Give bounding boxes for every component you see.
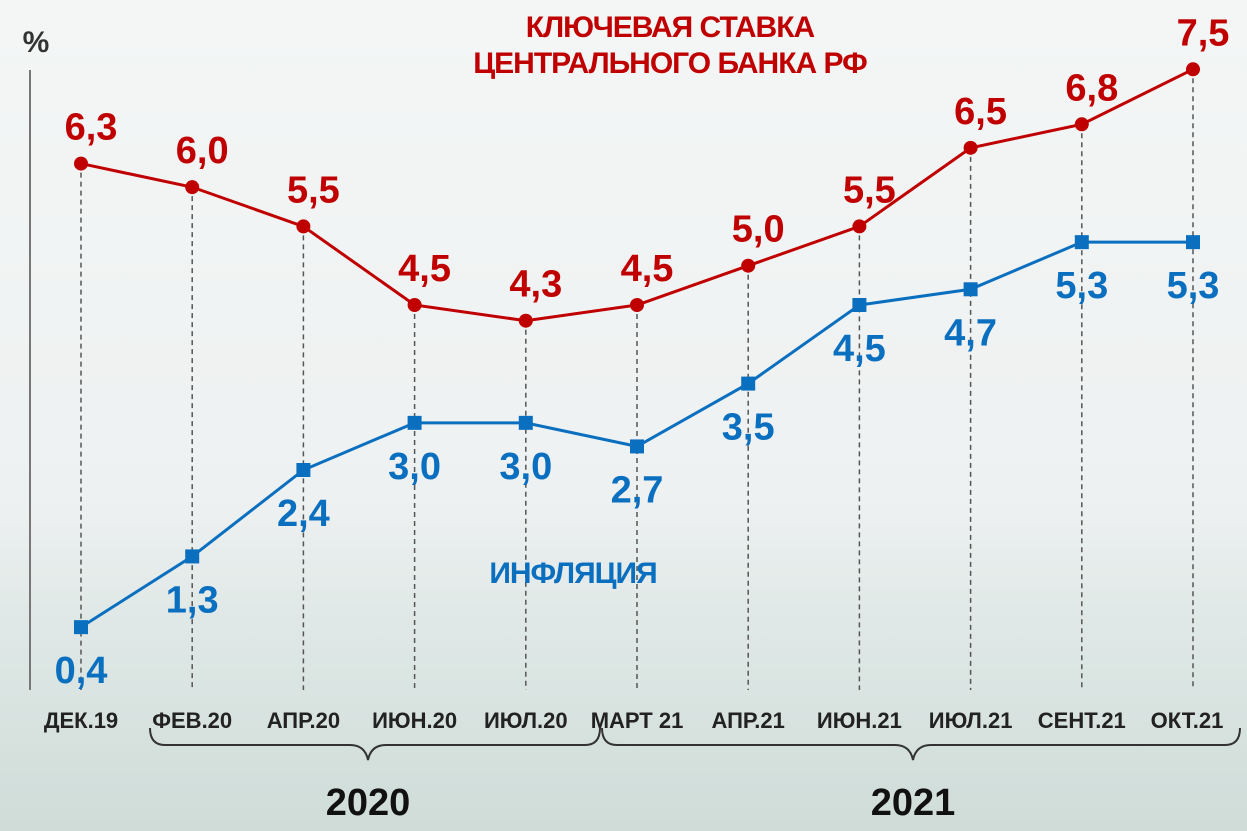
group-brace [602,728,1240,760]
x-tick-label: АПР.20 [267,708,340,733]
data-label: 0,4 [55,650,108,692]
group-label: 2021 [871,782,956,824]
marker [74,157,88,171]
group-label: 2020 [326,782,411,824]
x-tick-label: ДЕК.19 [44,708,118,733]
data-label: 6,3 [65,107,118,149]
marker [741,377,755,391]
data-label: 2,4 [277,493,330,535]
page: % 2020 2021 ДЕК.19 ФЕВ.20 АПР.20 ИЮН.20 ИЮЛ.… [0,0,1247,831]
marker [1075,117,1089,131]
marker [852,219,866,233]
marker [1075,235,1089,249]
y-axis-label: % [23,26,50,59]
x-tick-label: ОКТ.21 [1151,708,1224,733]
data-label: 5,3 [1055,265,1108,307]
marker [741,259,755,273]
marker [852,298,866,312]
data-label: 7,5 [1177,12,1230,54]
marker [630,439,644,453]
marker [964,141,978,155]
marker [408,416,422,430]
x-tick-label: ИЮН.20 [372,708,457,733]
marker [296,219,310,233]
data-label: 4,5 [398,248,451,290]
marker [74,620,88,634]
x-tick-label: ИЮН.21 [817,708,902,733]
data-label: 3,0 [499,446,552,488]
data-label: 2,7 [611,469,664,511]
data-label: 4,5 [621,248,674,290]
data-label: 6,8 [1065,67,1118,109]
data-label: 3,5 [722,407,775,449]
data-label: 6,5 [954,91,1007,133]
data-label: 4,5 [833,328,886,370]
x-tick-label: МАРТ 21 [591,708,684,733]
marker [185,180,199,194]
series-name: КЛЮЧЕВАЯ СТАВКА ЦЕНТРАЛЬНОГО БАНКА РФ [473,10,867,82]
data-label: 5,3 [1167,265,1220,307]
data-label: 4,3 [509,264,562,306]
data-label: 3,0 [388,446,441,488]
marker [519,416,533,430]
data-label: 5,5 [843,169,896,211]
marker [1186,235,1200,249]
x-tick-label: СЕНТ.21 [1038,708,1126,733]
data-label: 1,3 [166,579,219,621]
marker [408,298,422,312]
data-label: 5,5 [287,169,340,211]
marker [185,549,199,563]
x-tick-label: ФЕВ.20 [152,708,232,733]
x-tick-label: ИЮЛ.20 [484,708,568,733]
series-name: ИНФЛЯЦИЯ [489,556,656,592]
marker [296,463,310,477]
marker [964,282,978,296]
marker [630,298,644,312]
x-tick-label: АПР.21 [712,708,785,733]
marker [1186,62,1200,76]
marker [519,314,533,328]
data-label: 5,0 [732,209,785,251]
x-tick-label: ИЮЛ.21 [929,708,1013,733]
data-label: 6,0 [176,130,229,172]
data-label: 4,7 [944,312,997,354]
chart: % 2020 2021 ДЕК.19 ФЕВ.20 АПР.20 ИЮН.20 ИЮЛ.… [0,0,1247,831]
